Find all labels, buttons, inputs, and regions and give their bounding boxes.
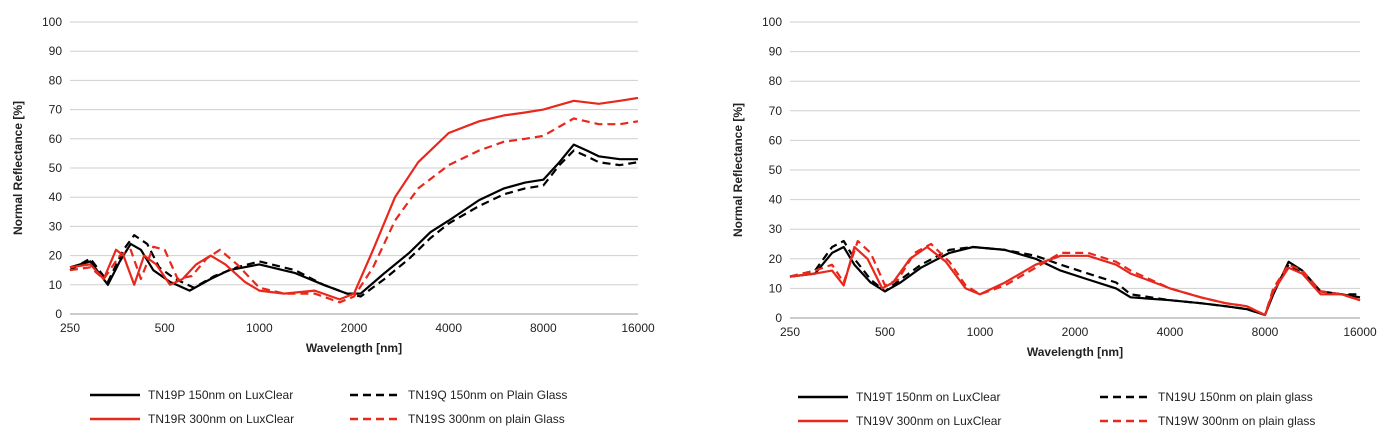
y-tick-label: 50 — [769, 163, 783, 177]
y-tick-label: 100 — [762, 15, 782, 29]
legend-label-2: TN19Q 150nm on Plain Glass — [408, 388, 567, 402]
x-tick-label: 16000 — [621, 321, 655, 335]
x-tick-label: 16000 — [1343, 325, 1377, 339]
x-tick-label: 250 — [780, 325, 800, 339]
y-tick-label: 80 — [769, 74, 783, 88]
y-tick-label: 10 — [769, 281, 783, 295]
x-axis-title: Wavelength [nm] — [1027, 345, 1123, 359]
y-tick-label: 60 — [49, 132, 63, 146]
y-tick-label: 0 — [775, 311, 782, 325]
y-tick-label: 90 — [49, 44, 63, 58]
y-tick-label: 70 — [769, 104, 783, 118]
x-tick-label: 8000 — [1252, 325, 1279, 339]
series-line-3 — [789, 245, 1361, 317]
legend-label-1: TN19T 150nm on LuxClear — [856, 390, 1001, 404]
series-line-2 — [69, 149, 639, 298]
legend-label-4: TN19S 300nm on plain Glass — [408, 412, 565, 426]
y-tick-label: 70 — [49, 103, 63, 117]
y-tick-label: 0 — [55, 307, 62, 321]
y-tick-label: 20 — [769, 252, 783, 266]
y-tick-label: 40 — [49, 190, 63, 204]
x-tick-label: 8000 — [530, 321, 557, 335]
legend-label-2: TN19U 150nm on plain glass — [1158, 390, 1313, 404]
x-tick-label: 4000 — [435, 321, 462, 335]
legend-label-3: TN19V 300nm on LuxClear — [856, 414, 1001, 428]
y-tick-label: 20 — [49, 249, 63, 263]
chart-left-svg: 0 10 20 30 40 50 60 70 80 90 100 250 500 1000 2000 4000… — [11, 15, 655, 426]
y-tick-label: 40 — [769, 193, 783, 207]
y-tick-label: 80 — [49, 73, 63, 87]
series-line-4 — [69, 117, 639, 304]
x-tick-label: 4000 — [1157, 325, 1184, 339]
x-tick-label: 2000 — [341, 321, 368, 335]
y-tick-label: 50 — [49, 161, 63, 175]
y-tick-label: 30 — [769, 222, 783, 236]
y-tick-label: 30 — [49, 219, 63, 233]
series-line-4 — [789, 239, 1361, 317]
y-axis-title: Normal Reflectance [%] — [11, 101, 25, 235]
legend-label-1: TN19P 150nm on LuxClear — [148, 388, 293, 402]
x-tick-label: 1000 — [246, 321, 273, 335]
series-line-1 — [69, 143, 638, 295]
series-line-2 — [789, 239, 1360, 317]
chart-left: 0 10 20 30 40 50 60 70 80 90 100 250 500 1000 2000 4000… — [0, 0, 690, 438]
chart-right-svg: 0 10 20 30 40 50 60 70 80 90 100 250 500 1000 2000 4000… — [731, 15, 1377, 428]
legend-label-4: TN19W 300nm on plain glass — [1158, 414, 1315, 428]
y-tick-label: 60 — [769, 133, 783, 147]
y-tick-label: 100 — [42, 15, 62, 29]
x-tick-label: 1000 — [967, 325, 994, 339]
legend-label-3: TN19R 300nm on LuxClear — [148, 412, 294, 426]
x-tick-label: 2000 — [1062, 325, 1089, 339]
x-tick-label: 250 — [60, 321, 80, 335]
chart-right: 0 10 20 30 40 50 60 70 80 90 100 250 500 1000 2000 4000… — [700, 0, 1395, 438]
y-axis-title: Normal Reflectance [%] — [731, 103, 745, 237]
series-line-3 — [69, 96, 639, 301]
x-axis-title: Wavelength [nm] — [306, 341, 402, 355]
x-tick-label: 500 — [155, 321, 175, 335]
series-line-1 — [789, 245, 1361, 317]
x-tick-label: 500 — [875, 325, 895, 339]
y-tick-label: 10 — [49, 278, 63, 292]
y-tick-label: 90 — [769, 45, 783, 59]
